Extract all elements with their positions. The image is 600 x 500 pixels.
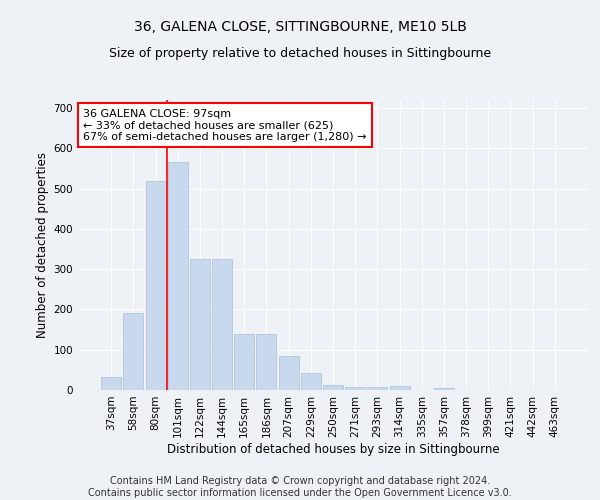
Bar <box>345 387 365 390</box>
Bar <box>434 388 454 390</box>
Bar <box>389 386 410 390</box>
Text: 36 GALENA CLOSE: 97sqm
← 33% of detached houses are smaller (625)
67% of semi-de: 36 GALENA CLOSE: 97sqm ← 33% of detached… <box>83 108 367 142</box>
Text: 36, GALENA CLOSE, SITTINGBOURNE, ME10 5LB: 36, GALENA CLOSE, SITTINGBOURNE, ME10 5L… <box>134 20 466 34</box>
Bar <box>367 387 388 390</box>
Bar <box>190 259 210 390</box>
Y-axis label: Number of detached properties: Number of detached properties <box>37 152 49 338</box>
Bar <box>256 334 277 390</box>
X-axis label: Distribution of detached houses by size in Sittingbourne: Distribution of detached houses by size … <box>167 442 499 456</box>
Text: Contains HM Land Registry data © Crown copyright and database right 2024.
Contai: Contains HM Land Registry data © Crown c… <box>88 476 512 498</box>
Bar <box>301 372 321 390</box>
Text: Size of property relative to detached houses in Sittingbourne: Size of property relative to detached ho… <box>109 48 491 60</box>
Bar <box>146 180 166 390</box>
Bar <box>323 385 343 390</box>
Bar <box>168 162 188 390</box>
Bar <box>234 334 254 390</box>
Bar <box>124 314 143 390</box>
Bar <box>278 356 299 390</box>
Bar <box>101 376 121 390</box>
Bar <box>212 259 232 390</box>
